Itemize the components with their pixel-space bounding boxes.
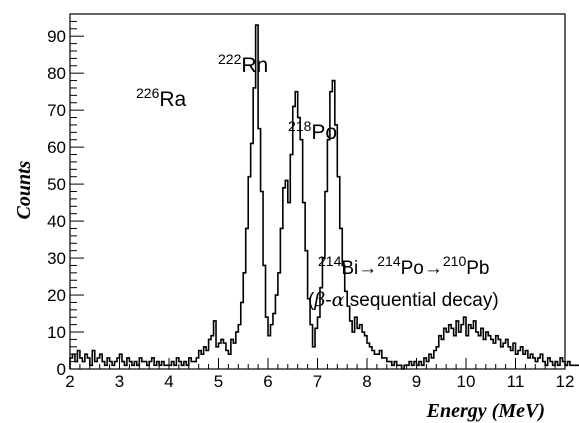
axes [69, 13, 566, 370]
peak-annotations: 226Ra 222Rn 218Po 214Bi→214Po→210Pb (β-α seq… [136, 51, 499, 311]
x-axis-title: Energy (MeV) [426, 400, 545, 422]
x-tick-label: 3 [115, 372, 124, 391]
annotation-po: 218Po [288, 118, 337, 144]
annotation-decay: (β-α sequential decay) [308, 289, 499, 311]
y-tick-label: 80 [47, 64, 66, 83]
y-tick-label: 70 [47, 101, 66, 120]
y-tick-label: 10 [47, 323, 66, 342]
x-tick-label: 6 [263, 372, 272, 391]
y-tick-label: 30 [47, 249, 66, 268]
x-tick-label: 10 [457, 372, 476, 391]
x-tick-label: 12 [556, 372, 575, 391]
x-tick-label: 5 [214, 372, 223, 391]
annotation-ra: 226Ra [136, 85, 187, 111]
x-tick-label: 9 [412, 372, 421, 391]
histogram-series-line [69, 24, 579, 370]
y-tick-label: 0 [57, 360, 66, 379]
x-tick-label: 2 [65, 372, 74, 391]
x-tick-label: 11 [507, 372, 525, 391]
y-tick-label: 90 [47, 27, 66, 46]
x-tick-label: 4 [164, 372, 173, 391]
y-tick-label: 60 [47, 138, 66, 157]
histogram [69, 24, 579, 370]
y-tick-label: 20 [47, 286, 66, 305]
y-axis-title: Counts [13, 160, 35, 219]
annotation-rn: 222Rn [218, 51, 268, 77]
x-tick-label: 7 [313, 372, 322, 391]
x-tick-label: 8 [362, 372, 371, 391]
y-tick-label: 50 [47, 175, 66, 194]
y-tick-label: 40 [47, 212, 66, 231]
plot-frame [69, 13, 566, 370]
tick-labels: 2 3 4 5 6 7 8 9 10 11 12 0 10 20 30 40 50 60 70 80 90 [47, 27, 574, 391]
annotation-chain: 214Bi→214Po→210Pb [318, 253, 489, 279]
